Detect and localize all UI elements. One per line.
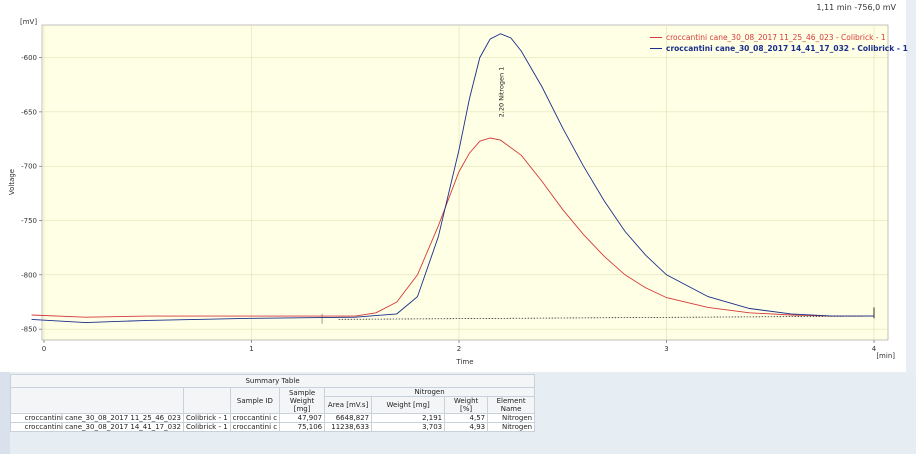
y-tick-label: -700 <box>21 163 37 171</box>
cell-area: 6648,827 <box>324 413 373 423</box>
x-tick-label: 0 <box>42 345 46 353</box>
legend-swatch <box>650 48 662 49</box>
column-header-area[interactable]: Area [mV.s] <box>324 396 373 414</box>
cell-method: Colibrick - 1 <box>183 413 231 423</box>
table-row[interactable]: croccantini cane_30_08_2017 11_25_46_023… <box>10 413 536 423</box>
x-tick-label: 2 <box>457 345 461 353</box>
legend-swatch <box>650 37 662 38</box>
y-tick-label: -650 <box>21 108 37 116</box>
summary-table-title: Summary Table <box>9 374 536 388</box>
header-blank <box>10 387 184 414</box>
column-header-weight-pct[interactable]: Weight [%] <box>444 396 489 414</box>
cell-weight-pct: 4,57 <box>444 413 489 423</box>
column-header-sample-id[interactable]: Sample ID <box>229 387 281 414</box>
table-row[interactable]: croccantini cane_30_08_2017 14_41_17_032… <box>10 422 536 432</box>
cell-sample-id: croccantini c <box>229 422 281 432</box>
cell-area: 11238,633 <box>324 422 373 432</box>
cell-element: Nitrogen <box>487 422 536 432</box>
series-line-blue <box>31 33 874 324</box>
y-tick-label: -850 <box>21 326 37 334</box>
cell-sample-weight: 47,907 <box>279 413 326 423</box>
cell-weight-pct: 4,93 <box>444 422 489 432</box>
baseline-dotted <box>338 315 875 320</box>
y-tick-label: -800 <box>21 271 37 279</box>
x-tick-label: 1 <box>249 345 253 353</box>
cell-weight-mg: 2,191 <box>371 413 446 423</box>
column-header-sample-weight[interactable]: Sample Weight [mg] <box>279 387 326 414</box>
left-panel-edge <box>0 372 10 454</box>
x-unit-label: [min] <box>876 352 895 360</box>
cell-sample-weight: 75,106 <box>279 422 326 432</box>
x-tick-label: 3 <box>664 345 668 353</box>
summary-area: Summary Table Sample ID Sample Weight [m… <box>9 372 916 454</box>
x-axis-label: Time <box>455 358 473 366</box>
column-header-element[interactable]: Element Name <box>487 396 536 414</box>
column-header-weight-mg[interactable]: Weight [mg] <box>371 396 446 414</box>
y-axis-label: Voltage <box>8 169 16 195</box>
header-blank <box>183 387 231 414</box>
y-tick-label: -600 <box>21 54 37 62</box>
legend-label: croccantini cane_30_08_2017 14_41_17_032… <box>666 44 908 53</box>
chart-legend[interactable]: croccantini cane_30_08_2017 11_25_46_023… <box>650 32 908 54</box>
cell-element: Nitrogen <box>487 413 536 423</box>
cell-sample-name: croccantini cane_30_08_2017 14_41_17_032 <box>10 422 184 432</box>
cell-sample-name: croccantini cane_30_08_2017 11_25_46_023 <box>10 413 184 423</box>
cell-sample-id: croccantini c <box>229 413 281 423</box>
y-unit-label: [mV] <box>20 18 37 26</box>
column-group-nitrogen: Nitrogen <box>324 387 536 397</box>
series-line-red <box>31 137 874 318</box>
y-tick-label: -750 <box>21 217 37 225</box>
plot-area <box>41 24 889 341</box>
summary-table[interactable]: Summary Table Sample ID Sample Weight [m… <box>9 374 536 432</box>
legend-item[interactable]: croccantini cane_30_08_2017 14_41_17_032… <box>650 43 908 54</box>
legend-label: croccantini cane_30_08_2017 11_25_46_023… <box>666 33 886 42</box>
legend-item[interactable]: croccantini cane_30_08_2017 11_25_46_023… <box>650 32 908 43</box>
chromatogram-chart[interactable]: -600 -650 -700 -750 -800 -850 0 1 2 3 4 [mV] [min] Ti… <box>0 0 906 372</box>
cursor-readout: 1,11 min -756,0 mV <box>816 3 896 12</box>
cell-method: Colibrick - 1 <box>183 422 231 432</box>
chromatogram-panel: -600 -650 -700 -750 -800 -850 0 1 2 3 4 [mV] [min] Ti… <box>0 0 908 372</box>
peak-annotation: 2,20 Nitrogen 1 <box>498 67 506 118</box>
cell-weight-mg: 3,703 <box>371 422 446 432</box>
x-tick-label: 4 <box>872 345 877 353</box>
